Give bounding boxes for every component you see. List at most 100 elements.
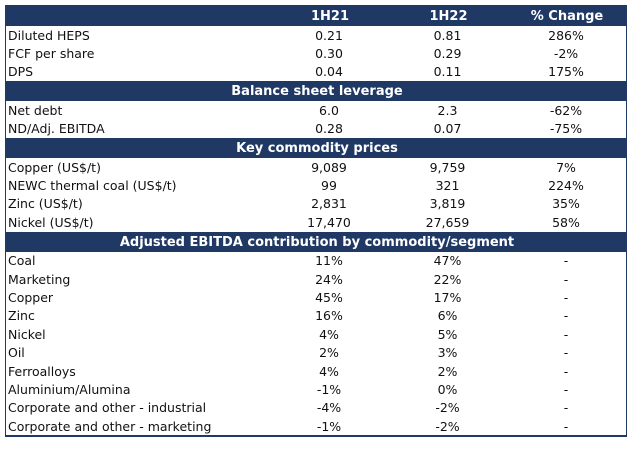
table-row: DPS 0.04 0.11 175% [6,63,626,82]
value-1h22: 17% [433,289,462,305]
table-row: Copper (US$/t) 9,089 9,759 7% [6,158,626,176]
section-header-ebitda-contribution: Adjusted EBITDA contribution by commodit… [6,231,626,252]
table-row: Oil 2% 3% - [6,343,626,361]
value-1h22: 3% [437,345,458,361]
section-header-balance-sheet-title: Balance sheet leverage [6,81,626,102]
value-1h22: 0% [437,381,458,397]
value-change: - [563,345,569,361]
value-1h22: 22% [433,271,462,287]
value-1h22: 47% [433,253,462,269]
table-row: Nickel (US$/t) 17,470 27,659 58% [6,213,626,232]
header-cell-1h22: 1H22 [389,6,506,26]
value-1h22: 321 [435,178,460,194]
row-label: Coal [8,253,36,269]
value-1h21: 4% [319,363,339,379]
row-label: Corporate and other - marketing [6,417,269,437]
header-cell-label [6,6,269,26]
table-row: Net debt 6.0 2.3 -62% [6,101,626,119]
table-row: Corporate and other - marketing -1% -2% - [6,417,626,437]
value-1h21: 11% [315,253,343,269]
value-1h21: 17,470 [307,214,351,230]
value-1h22: 3,819 [429,196,466,212]
value-change: - [563,308,569,324]
value-1h22: 27,659 [425,214,470,230]
value-1h21: 9,089 [311,159,347,175]
row-label: Zinc [8,308,35,324]
value-1h22: 0.81 [433,27,462,43]
section-header-balance-sheet: Balance sheet leverage [6,81,626,102]
results-table-container: 1H21 1H22 % Change Diluted HEPS 0.21 0.81 2… [5,5,627,438]
value-change: - [506,417,626,437]
row-label: Aluminium/Alumina [8,381,131,397]
value-1h22: 9,759 [429,159,466,175]
value-1h21: 4% [319,326,339,342]
table-row: Copper 45% 17% - [6,288,626,306]
value-1h22: 2% [437,363,458,379]
row-label: ND/Adj. EBITDA [8,121,105,137]
value-1h21: -1% [269,417,389,437]
header-cell-1h21: 1H21 [269,6,389,26]
section-header-commodity-prices-title: Key commodity prices [6,137,626,158]
results-table: 1H21 1H22 % Change Diluted HEPS 0.21 0.81 2… [6,6,626,437]
value-1h21: 0.28 [315,121,343,137]
table-row: Coal 11% 47% - [6,252,626,270]
row-label: Marketing [8,271,71,287]
header-cell-change: % Change [506,6,626,26]
section-header-commodity-prices: Key commodity prices [6,137,626,158]
table-row: NEWC thermal coal (US$/t) 99 321 224% [6,176,626,194]
value-change: 175% [548,64,584,80]
results-table-body: 1H21 1H22 % Change Diluted HEPS 0.21 0.81 2… [6,6,626,437]
row-label: Copper [8,289,54,305]
row-label: Net debt [8,102,63,118]
table-row: ND/Adj. EBITDA 0.28 0.07 -75% [6,120,626,139]
table-row: Diluted HEPS 0.21 0.81 286% [6,26,626,44]
value-change: - [563,253,569,269]
value-1h22: 6% [437,308,458,324]
header-row: 1H21 1H22 % Change [6,6,626,26]
section-header-ebitda-contribution-title: Adjusted EBITDA contribution by commodit… [6,231,626,252]
value-change: - [563,400,569,416]
value-1h22: -2% [435,400,460,416]
value-1h21: 2% [319,345,339,361]
value-1h22: 0.11 [433,64,462,80]
value-1h21: 6.0 [319,102,339,118]
row-label: Oil [8,345,25,361]
value-1h21: 16% [315,308,343,324]
value-change: 286% [548,27,584,43]
row-label: Corporate and other - industrial [8,400,207,416]
value-change: 58% [552,214,580,230]
row-label: FCF per share [8,46,95,62]
row-label: Nickel (US$/t) [8,214,94,230]
row-label: Diluted HEPS [8,27,90,43]
value-1h21: -1% [316,381,342,397]
value-1h21: -4% [316,400,342,416]
value-1h21: 2,831 [311,196,347,212]
value-1h22: 5% [437,326,458,342]
value-1h21: 0.30 [315,46,343,62]
row-label: Nickel [8,326,46,342]
value-change: - [563,326,569,342]
value-1h21: 0.21 [315,27,343,43]
table-row: Aluminium/Alumina -1% 0% - [6,380,626,398]
value-1h21: 0.04 [315,64,343,80]
value-change: 224% [548,178,584,194]
table-row: Zinc 16% 6% - [6,307,626,325]
value-1h22: 0.07 [433,121,462,137]
table-row: FCF per share 0.30 0.29 -2% [6,44,626,62]
row-label: Zinc (US$/t) [8,196,83,212]
value-change: - [563,289,569,305]
table-row: Ferroalloys 4% 2% - [6,362,626,380]
value-change: 7% [556,159,576,175]
table-row: Nickel 4% 5% - [6,325,626,343]
table-row: Zinc (US$/t) 2,831 3,819 35% [6,195,626,213]
value-change: -2% [553,46,579,62]
value-change: -75% [549,121,583,137]
value-1h21: 45% [315,289,343,305]
value-change: - [563,271,569,287]
value-change: - [563,381,569,397]
table-row: Marketing 24% 22% - [6,270,626,288]
row-label: NEWC thermal coal (US$/t) [8,178,177,194]
value-1h22: 2.3 [437,102,458,118]
value-1h21: 99 [321,178,337,194]
table-row: Corporate and other - industrial -4% -2% - [6,399,626,417]
